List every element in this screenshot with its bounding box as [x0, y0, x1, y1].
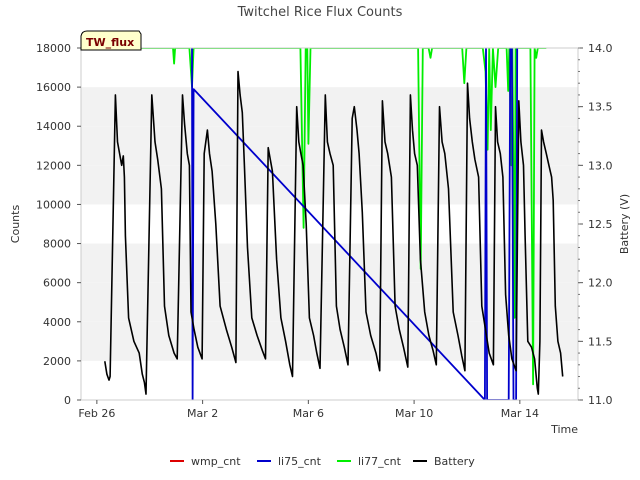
grid-band [81, 360, 578, 400]
grid-band [81, 48, 578, 88]
y2-tick-label: 12.5 [588, 218, 613, 231]
y-tick-label: 0 [64, 394, 71, 407]
grid-band-shaded [81, 243, 578, 283]
y-tick-label: 2000 [43, 355, 71, 368]
y2-tick-label: 14.0 [588, 42, 613, 55]
left-axis-ticks: 0 2000 4000 6000 8000 10000 12000 14000 16000 180… [36, 42, 81, 407]
grid-band-shaded [81, 321, 578, 361]
x-tick-label: Mar 6 [293, 407, 324, 420]
y-tick-label: 14000 [36, 120, 71, 133]
x-tick-label: Mar 10 [395, 407, 433, 420]
right-axis-ticks: 11.0 11.5 12.0 12.5 13.0 13.5 14.0 [578, 42, 613, 407]
grid-band-shaded [81, 87, 578, 127]
station-badge: TW_flux [80, 30, 142, 51]
y2-axis-label: Battery (V) [618, 194, 631, 254]
x-tick-label: Mar 14 [501, 407, 539, 420]
y-tick-label: 12000 [36, 159, 71, 172]
y-tick-label: 4000 [43, 316, 71, 329]
y-tick-label: 10000 [36, 198, 71, 211]
y2-tick-label: 13.0 [588, 159, 613, 172]
y2-tick-label: 11.0 [588, 394, 613, 407]
y2-tick-label: 13.5 [588, 101, 613, 114]
legend-label-li75_cnt: li75_cnt [278, 455, 322, 468]
y-tick-label: 18000 [36, 42, 71, 55]
y2-tick-label: 11.5 [588, 335, 613, 348]
series-line-li77_cnt [96, 48, 547, 386]
legend-label-wmp_cnt: wmp_cnt [191, 455, 241, 468]
grid-band [81, 282, 578, 322]
x-tick-label: Mar 2 [187, 407, 218, 420]
y2-tick-label: 12.0 [588, 277, 613, 290]
y-tick-label: 8000 [43, 238, 71, 251]
series-line-li75_cnt [191, 48, 519, 400]
series-layer [96, 48, 564, 400]
x-axis-ticks: Feb 26 Mar 2 Mar 6 Mar 10 Mar 14 [78, 400, 539, 420]
legend-label-li77_cnt: li77_cnt [358, 455, 402, 468]
chart-title: Twitchel Rice Flux Counts [237, 5, 403, 20]
y-axis-label: Counts [9, 205, 22, 244]
x-axis-label: Time [550, 423, 578, 436]
series-line-Battery [104, 70, 564, 395]
legend-label-Battery: Battery [434, 455, 475, 468]
y-tick-label: 6000 [43, 277, 71, 290]
station-badge-label: TW_flux [86, 36, 134, 49]
y-tick-label: 16000 [36, 81, 71, 94]
x-tick-label: Feb 26 [78, 407, 115, 420]
legend: wmp_cnt li75_cnt li77_cnt Battery [170, 455, 475, 468]
